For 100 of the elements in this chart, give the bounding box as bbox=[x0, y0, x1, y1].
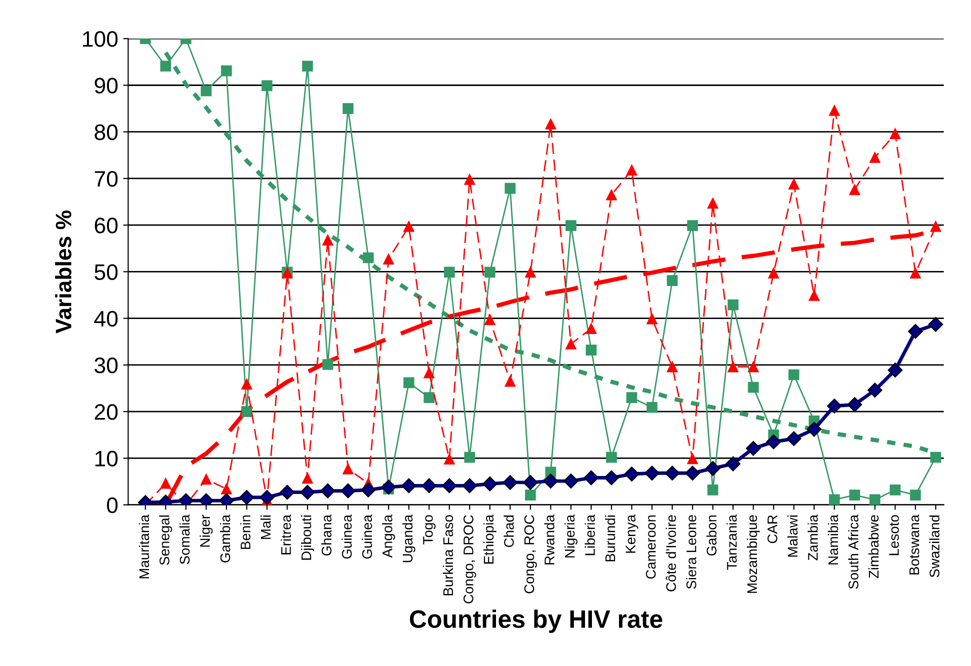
point bbox=[322, 359, 334, 370]
y-tick-label: 40 bbox=[94, 310, 118, 327]
point bbox=[241, 406, 252, 418]
point bbox=[300, 484, 315, 500]
point bbox=[806, 422, 822, 437]
point bbox=[464, 452, 476, 463]
point bbox=[322, 234, 334, 246]
point bbox=[646, 313, 658, 324]
x-tick-label: Gambia bbox=[220, 514, 230, 562]
point bbox=[280, 484, 295, 500]
point bbox=[786, 431, 802, 446]
point bbox=[746, 440, 761, 456]
point bbox=[502, 475, 518, 490]
x-tick-label: Swaziland bbox=[929, 515, 940, 578]
point bbox=[644, 466, 660, 481]
point bbox=[482, 476, 498, 492]
x-tick-label: Ghana bbox=[321, 514, 332, 556]
x-tick-label: Burundi bbox=[605, 515, 616, 562]
point bbox=[748, 361, 759, 372]
point bbox=[888, 362, 903, 378]
point bbox=[870, 494, 880, 505]
x-tick-label: South Africa bbox=[848, 514, 858, 589]
point bbox=[545, 118, 556, 130]
y-tick-label: 0 bbox=[106, 497, 118, 514]
x-tick-label: Congo, DROC bbox=[464, 515, 476, 604]
point bbox=[707, 484, 718, 496]
point bbox=[566, 220, 576, 231]
point bbox=[728, 361, 738, 372]
point bbox=[687, 453, 698, 464]
x-tick-label: Mali bbox=[260, 515, 271, 539]
point bbox=[221, 484, 232, 494]
point bbox=[606, 189, 617, 200]
point bbox=[221, 65, 232, 76]
point bbox=[160, 478, 172, 489]
x-tick-label: Congo, ROC bbox=[524, 515, 537, 594]
y-tick-label: 60 bbox=[94, 218, 118, 234]
x-tick-label: Kenya bbox=[626, 514, 638, 553]
x-tick-label: Chad bbox=[504, 515, 514, 548]
point bbox=[847, 397, 862, 412]
point bbox=[484, 266, 496, 278]
point bbox=[484, 314, 496, 326]
x-axis-title: Countries by HIV rate bbox=[410, 610, 662, 633]
point bbox=[705, 461, 720, 476]
point bbox=[707, 198, 718, 209]
y-axis-title: Variables % bbox=[55, 210, 72, 334]
point bbox=[525, 266, 536, 278]
point bbox=[867, 382, 882, 398]
point bbox=[422, 478, 437, 494]
point bbox=[200, 474, 212, 485]
y-tick-label: 90 bbox=[94, 78, 118, 94]
point bbox=[910, 268, 921, 279]
point bbox=[604, 470, 619, 486]
point bbox=[584, 470, 599, 486]
point bbox=[522, 475, 538, 490]
point bbox=[910, 490, 921, 500]
point bbox=[320, 483, 336, 498]
point bbox=[748, 382, 759, 393]
point bbox=[543, 474, 558, 488]
point bbox=[200, 85, 212, 96]
x-tick-label: Guinea bbox=[342, 514, 352, 559]
point bbox=[788, 178, 800, 190]
point bbox=[464, 174, 476, 185]
point bbox=[606, 452, 617, 463]
x-tick-label: Malawi bbox=[787, 515, 798, 557]
point bbox=[424, 367, 435, 378]
point bbox=[401, 478, 416, 494]
point bbox=[403, 377, 414, 388]
x-tick-label: Benin bbox=[240, 515, 250, 549]
point bbox=[928, 316, 944, 332]
point bbox=[302, 472, 313, 484]
point bbox=[362, 252, 374, 264]
point bbox=[828, 494, 840, 505]
point bbox=[930, 221, 942, 232]
x-tick-label: Cameroon bbox=[646, 515, 656, 579]
point bbox=[890, 484, 901, 496]
x-tick-label: Guinea bbox=[362, 514, 372, 559]
x-tick-label: Gabon bbox=[706, 515, 717, 556]
point bbox=[685, 466, 700, 481]
point bbox=[766, 434, 782, 450]
point bbox=[666, 275, 678, 286]
point bbox=[302, 60, 313, 72]
point bbox=[626, 164, 638, 176]
point bbox=[444, 266, 455, 278]
point bbox=[586, 344, 597, 356]
point bbox=[624, 466, 640, 482]
x-tick-label: Senegal bbox=[159, 515, 172, 565]
point bbox=[442, 478, 457, 494]
x-tick-label: Nigeria bbox=[564, 514, 578, 558]
point bbox=[403, 221, 414, 232]
y-tick-label: 10 bbox=[95, 450, 118, 466]
point bbox=[504, 182, 516, 194]
x-tick-label: Niger bbox=[200, 514, 213, 547]
point bbox=[687, 220, 698, 231]
point bbox=[262, 80, 272, 92]
point bbox=[424, 392, 435, 404]
point bbox=[342, 103, 354, 114]
x-tick-label: Uganda bbox=[402, 514, 416, 562]
point bbox=[260, 490, 274, 505]
x-tick-label: Lesoto bbox=[889, 515, 899, 556]
x-tick-label: Liberia bbox=[584, 514, 595, 556]
